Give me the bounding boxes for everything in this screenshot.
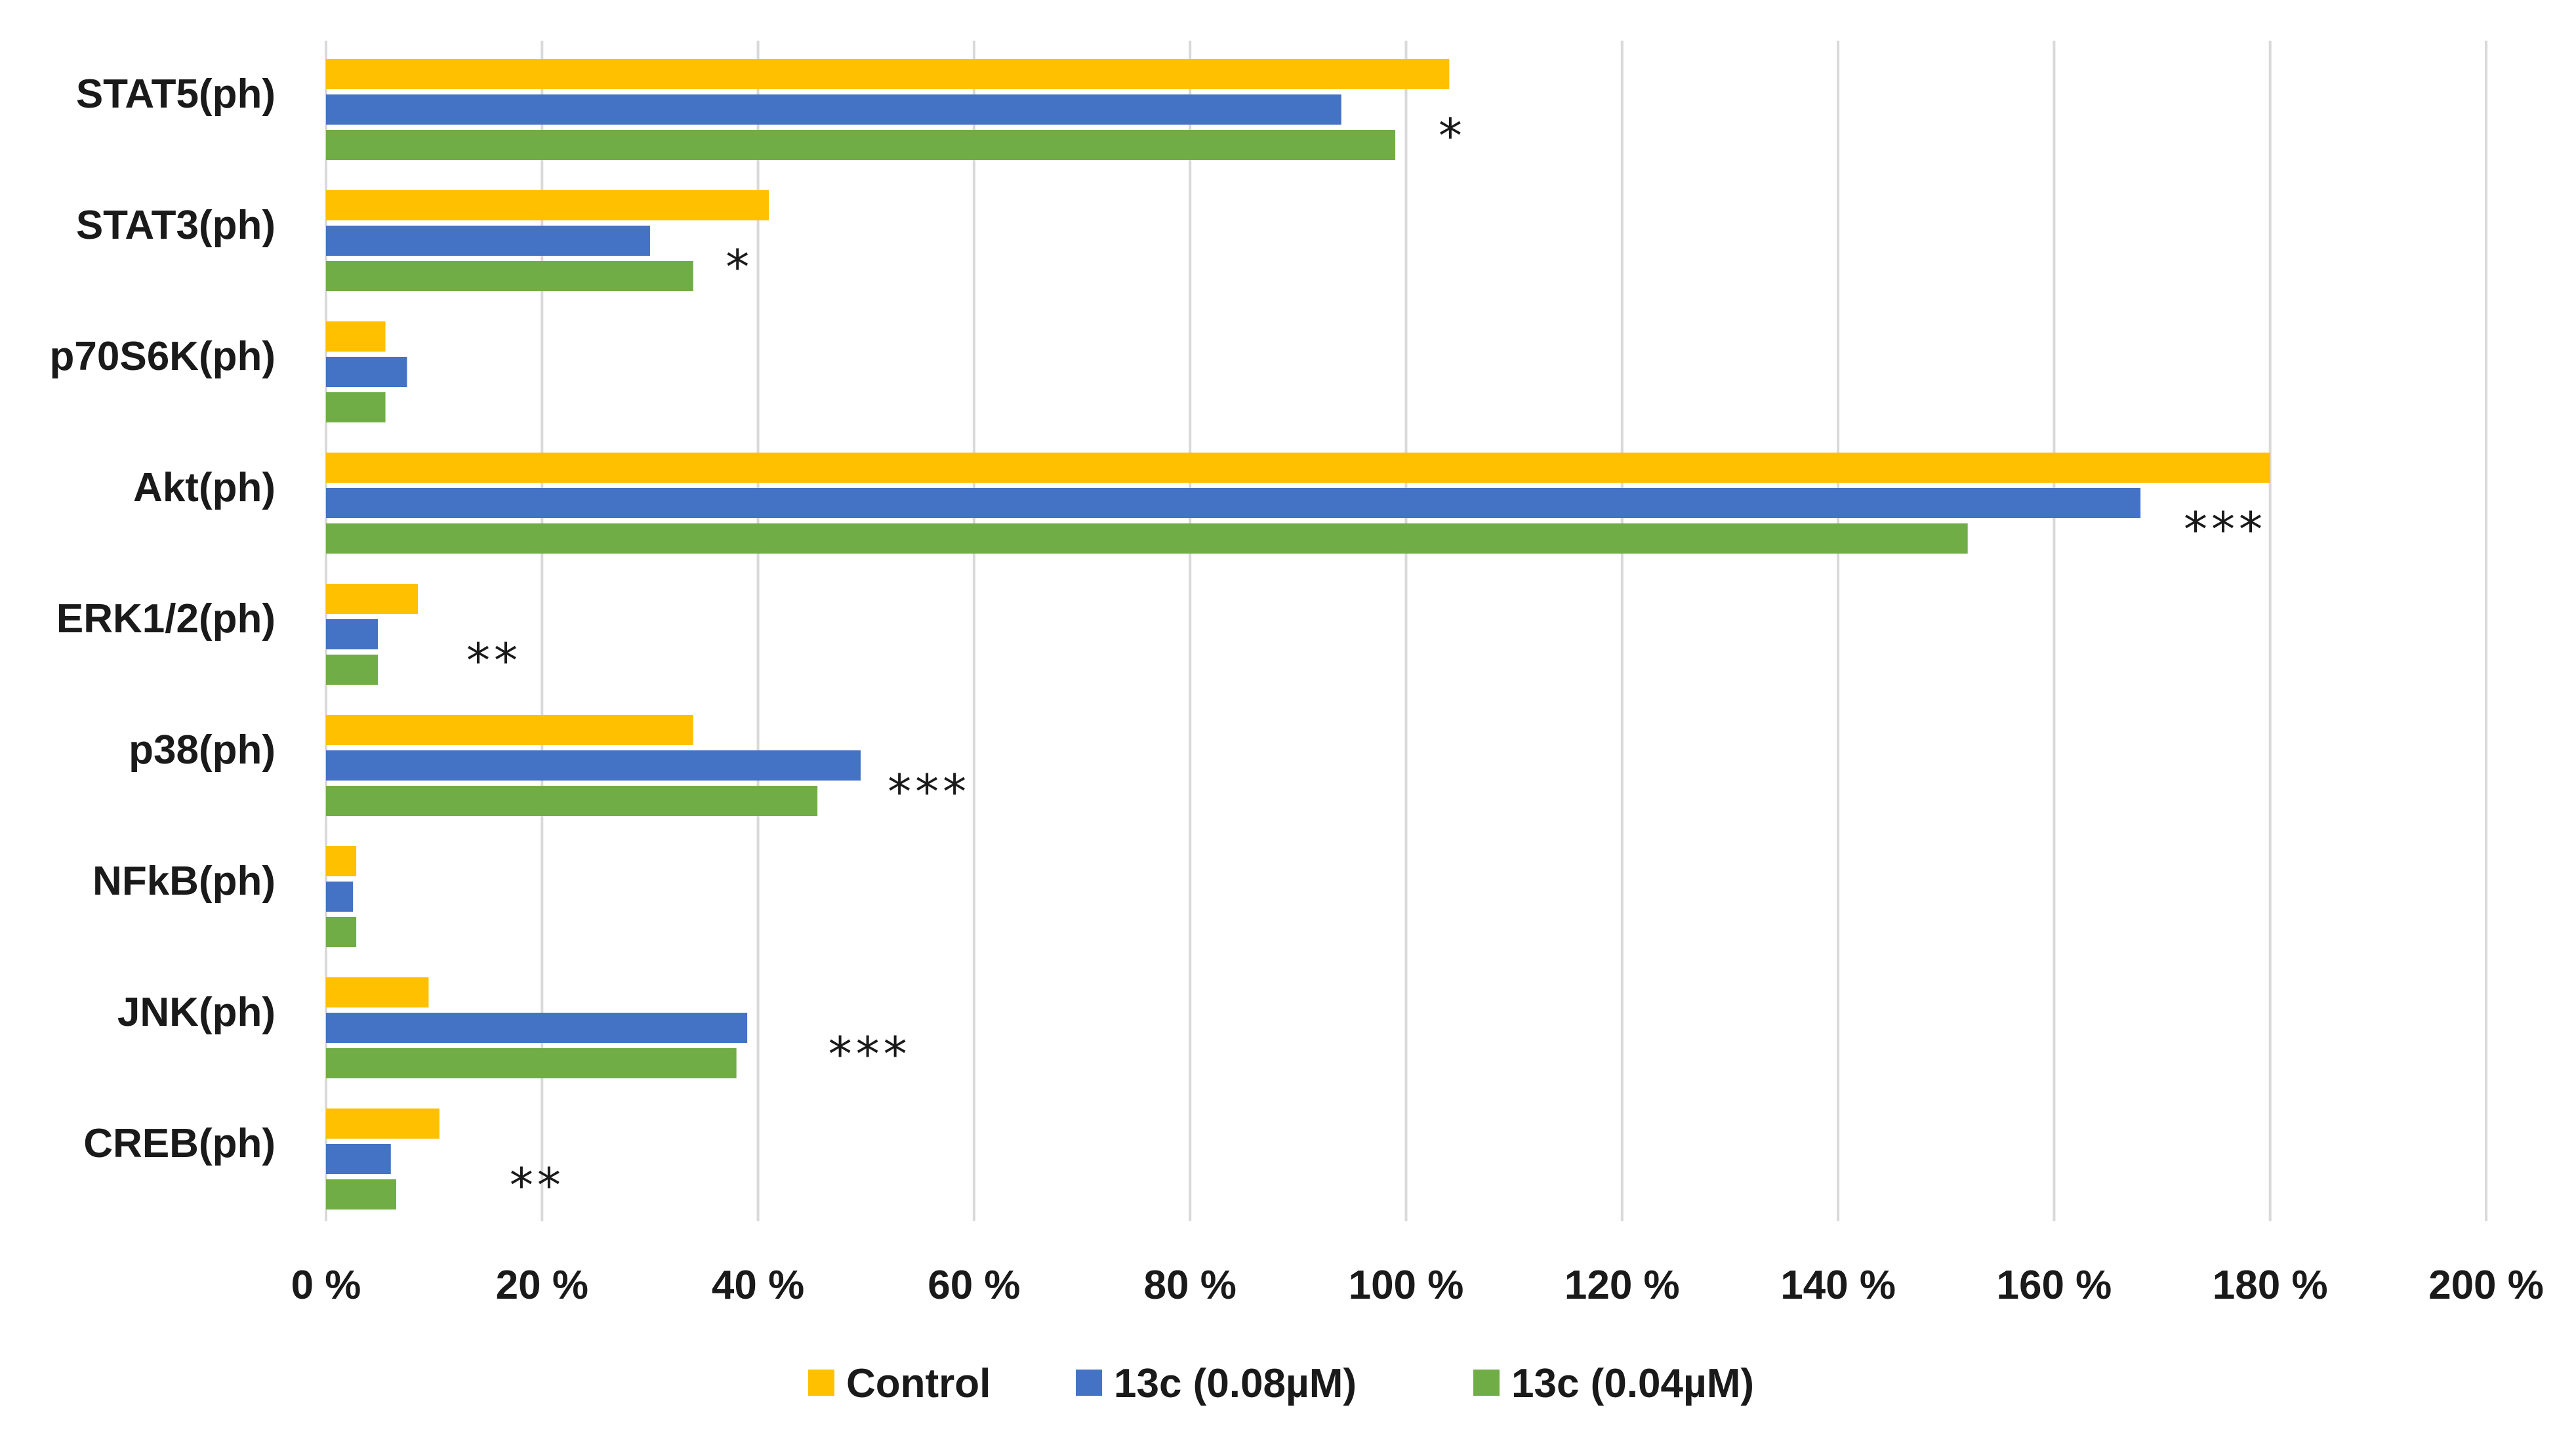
x-tick-label: 160 % [1996,1263,2112,1308]
bar-2 [326,1048,737,1078]
bar-1 [326,94,1341,125]
x-tick-label: 20 % [496,1263,588,1308]
significance-marker: *** [888,764,970,819]
x-tick-label: 140 % [1780,1263,1896,1308]
legend: Control 13c (0.08µM) 13c (0.04µM) [808,1361,1754,1406]
legend-label: 13c (0.04µM) [1511,1361,1754,1406]
x-tick-label: 0 % [291,1263,361,1308]
x-tick-labels: 0 % 20 % 40 % 60 % 80 % 100 % 120 % 140 % 160 % 1… [291,1263,2544,1308]
x-tick-label: 100 % [1349,1263,1464,1308]
bar-0 [326,846,357,876]
bar-0 [326,321,386,352]
legend-label: 13c (0.08µM) [1114,1361,1357,1406]
bar-0 [326,977,429,1007]
category-labels: STAT5(ph) STAT3(ph) p70S6K(ph) Akt(ph) ERK1/… [50,71,276,1166]
bar-1 [326,882,354,912]
legend-swatch [1076,1370,1102,1396]
significance-labels: *************** [466,108,2266,1213]
bar-0 [326,190,769,220]
bar-0 [326,715,693,745]
bar-0 [326,1108,440,1139]
bar-2 [326,261,693,291]
legend-swatch [808,1370,834,1396]
category-label: p38(ph) [129,727,276,773]
x-tick-label: 200 % [2428,1263,2544,1308]
x-tick-label: 120 % [1564,1263,1680,1308]
bar-0 [326,453,2270,483]
significance-marker: ** [510,1158,565,1213]
bar-0 [326,59,1450,89]
bar-2 [326,130,1396,160]
category-label: NFkB(ph) [92,859,276,904]
significance-marker: ** [466,633,521,688]
x-tick-label: 180 % [2213,1263,2328,1308]
bar-layer [326,59,2270,1209]
legend-label: Control [846,1361,991,1406]
bar-2 [326,392,386,422]
category-label: STAT5(ph) [76,71,276,117]
x-tick-label: 80 % [1144,1263,1237,1308]
bar-2 [326,1179,397,1209]
bar-1 [326,488,2141,518]
bar-0 [326,584,418,614]
bar-2 [326,917,357,947]
significance-marker: *** [828,1026,911,1082]
bar-1 [326,226,650,256]
significance-marker: * [1439,108,1466,163]
category-label: CREB(ph) [83,1121,276,1166]
bar-1 [326,619,378,649]
bar-2 [326,523,1968,554]
bar-1 [326,1013,748,1043]
bar-1 [326,750,861,781]
significance-marker: *** [2184,502,2266,557]
category-label: STAT3(ph) [76,203,276,248]
bar-1 [326,1144,391,1174]
category-label: ERK1/2(ph) [56,596,276,641]
category-label: p70S6K(ph) [50,334,276,379]
x-tick-label: 40 % [712,1263,804,1308]
category-label: JNK(ph) [117,990,276,1035]
category-label: Akt(ph) [133,465,276,510]
x-tick-label: 60 % [928,1263,1020,1308]
bar-1 [326,357,407,387]
bar-2 [326,655,378,685]
bar-2 [326,786,818,816]
legend-swatch [1473,1370,1500,1396]
significance-marker: * [726,239,753,295]
